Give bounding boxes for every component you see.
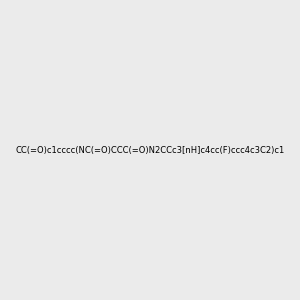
- Text: CC(=O)c1cccc(NC(=O)CCC(=O)N2CCc3[nH]c4cc(F)ccc4c3C2)c1: CC(=O)c1cccc(NC(=O)CCC(=O)N2CCc3[nH]c4cc…: [15, 146, 285, 154]
